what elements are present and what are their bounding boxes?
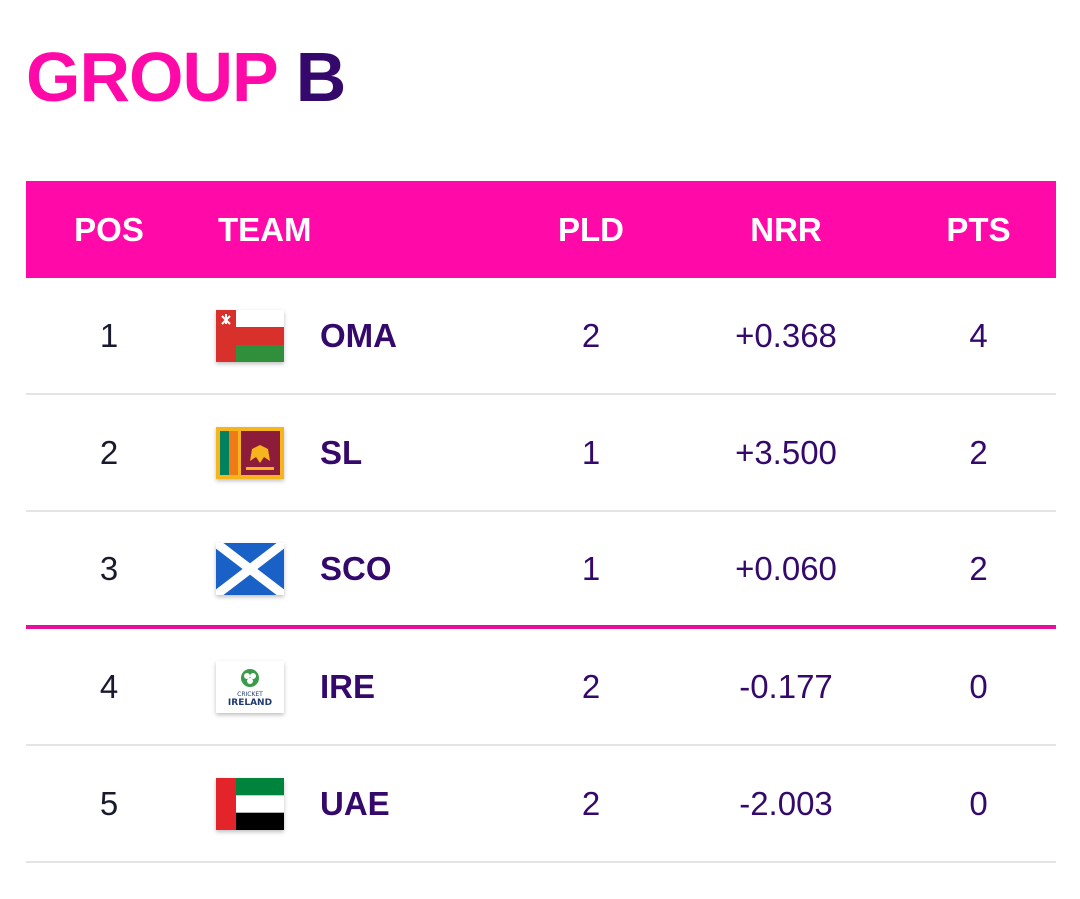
row-nrr: +0.060 xyxy=(735,549,837,587)
row-pos: 4 xyxy=(99,667,119,705)
team-code: OMA xyxy=(320,316,397,354)
row-pts: 2 xyxy=(969,433,988,471)
scotland-flag-icon xyxy=(216,542,284,595)
header-team: TEAM xyxy=(218,210,312,248)
row-pos: 2 xyxy=(99,433,119,471)
row-pld: 1 xyxy=(581,549,601,587)
row-nrr: -2.003 xyxy=(739,784,833,822)
group-title-letter: B xyxy=(295,38,347,116)
table-row[interactable]: 5 UAE 2 -2.003 0 xyxy=(26,746,1056,863)
team-code: UAE xyxy=(320,784,390,822)
table-row[interactable]: 2 SL 1 +3.500 2 xyxy=(26,395,1056,512)
oman-flag-icon xyxy=(216,309,284,362)
header-pld: PLD xyxy=(558,210,624,248)
table-row[interactable]: 1 OMA 2 +0.368 4 xyxy=(26,278,1056,395)
ireland-logo-line2: IRELAND xyxy=(228,698,272,708)
row-pos: 3 xyxy=(99,549,119,587)
row-pld: 2 xyxy=(581,784,601,822)
team-code: IRE xyxy=(320,667,376,705)
row-pld: 1 xyxy=(581,433,601,471)
row-pts: 4 xyxy=(969,316,988,354)
cricket-ireland-logo-icon: CRICKET IRELAND xyxy=(216,660,284,713)
row-pts: 0 xyxy=(969,784,988,822)
header-pts: PTS xyxy=(946,210,1011,248)
ireland-logo-line1: CRICKET xyxy=(237,691,263,698)
table-row[interactable]: 4 CRICKET IRELAND IRE 2 -0.177 0 xyxy=(26,629,1056,746)
uae-flag-icon xyxy=(216,777,284,830)
row-nrr: +0.368 xyxy=(735,316,837,354)
table-header: POS TEAM PLD NRR PTS xyxy=(26,181,1056,278)
table-row[interactable]: 3 SCO 1 +0.060 2 xyxy=(26,512,1056,629)
group-title-word: GROUP xyxy=(26,38,279,116)
header-nrr: NRR xyxy=(750,210,822,248)
row-nrr: -0.177 xyxy=(739,667,833,705)
row-pos: 1 xyxy=(99,316,119,354)
row-nrr: +3.500 xyxy=(735,433,837,471)
sri-lanka-flag-icon xyxy=(216,426,284,479)
row-pld: 2 xyxy=(581,667,601,705)
row-pts: 2 xyxy=(969,549,988,587)
group-title: GROUP B xyxy=(26,42,346,112)
header-pos: POS xyxy=(74,210,144,248)
row-pos: 5 xyxy=(99,784,119,822)
row-pld: 2 xyxy=(581,316,601,354)
standings-table: POS TEAM PLD NRR PTS 1 OMA 2 +0.368 4 2 xyxy=(26,181,1056,863)
team-code: SL xyxy=(320,433,363,471)
team-code: SCO xyxy=(320,549,392,587)
row-pts: 0 xyxy=(969,667,988,705)
